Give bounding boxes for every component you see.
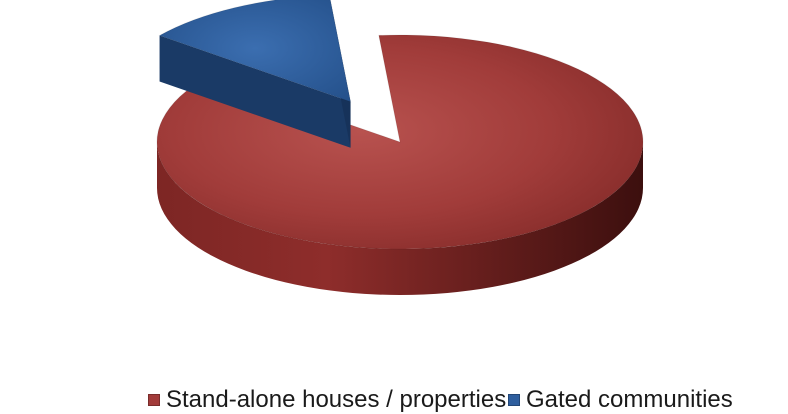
- legend-label-stand-alone-houses: Stand-alone houses / properties: [166, 386, 507, 413]
- legend-swatch-stand-alone-houses: [148, 394, 160, 406]
- pie-slice-stand-alone-houses: [156, 34, 644, 250]
- pie-slice-side-stand-alone-houses: [157, 142, 643, 295]
- pie-slice-gated-communities: [158, 0, 352, 103]
- legend-item-gated-communities: Gated communities: [508, 386, 733, 414]
- legend-label-gated-communities: Gated communities: [526, 386, 733, 413]
- pie-slice-wall-gated-communities-0: [159, 35, 351, 148]
- legend: Stand-alone houses / properties Gated co…: [0, 386, 788, 414]
- legend-item-stand-alone-houses: Stand-alone houses / properties: [148, 386, 506, 414]
- legend-swatch-gated-communities: [508, 394, 520, 406]
